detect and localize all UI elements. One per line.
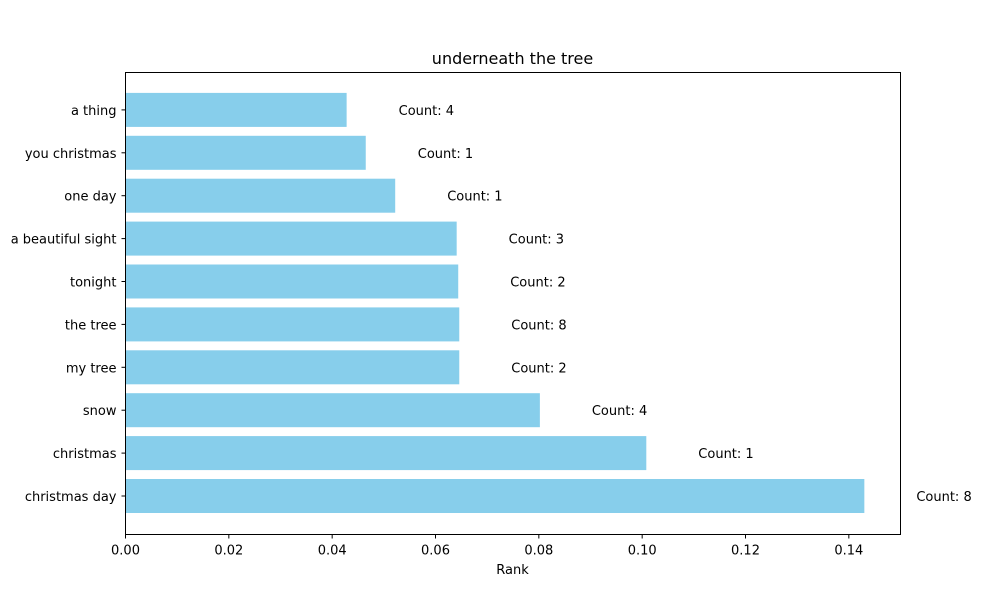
bar xyxy=(125,307,460,342)
bar-annotation: Count: 1 xyxy=(447,190,502,205)
x-axis-label: Rank xyxy=(496,563,529,578)
plot-frame xyxy=(125,72,901,535)
bar xyxy=(125,350,460,385)
x-tick-label: 0.10 xyxy=(628,544,657,559)
bar-annotation: Count: 8 xyxy=(511,318,566,333)
bar xyxy=(125,479,865,513)
x-tick-label: 0.04 xyxy=(318,544,347,559)
y-tick-label: a beautiful sight xyxy=(11,233,117,248)
x-tick-label: 0.02 xyxy=(214,544,243,559)
y-tick-label: one day xyxy=(64,190,117,205)
x-tick-label: 0.12 xyxy=(731,544,760,559)
annotations-group: Count: 8 Count: 1 Count: 4 Count: 2 Count: 8… xyxy=(399,104,972,505)
x-tick-label: 0.06 xyxy=(421,544,450,559)
y-tick-label: my tree xyxy=(66,361,117,376)
bars-group xyxy=(125,92,865,513)
bar xyxy=(125,221,457,256)
bar-annotation: Count: 2 xyxy=(510,276,565,291)
bar xyxy=(125,264,459,299)
chart-title: underneath the tree xyxy=(432,49,593,68)
bar-annotation: Count: 1 xyxy=(418,147,473,162)
y-tick-label: christmas day xyxy=(25,490,117,505)
bar-annotation: Count: 1 xyxy=(698,447,753,462)
bar xyxy=(125,393,540,428)
y-tick-label: christmas xyxy=(53,447,117,462)
y-tick-label: a thing xyxy=(71,104,117,119)
bar-annotation: Count: 4 xyxy=(399,104,454,119)
y-axis: christmas day christmas snow my tree the tre… xyxy=(11,104,126,505)
bar xyxy=(125,92,347,127)
bar xyxy=(125,436,647,471)
bar-annotation: Count: 3 xyxy=(509,233,564,248)
bar-annotation: Count: 4 xyxy=(592,404,647,419)
bar-annotation: Count: 8 xyxy=(916,490,971,505)
y-tick-label: the tree xyxy=(65,318,117,333)
y-tick-label: tonight xyxy=(70,276,117,291)
bar xyxy=(125,135,366,170)
bar xyxy=(125,178,396,213)
x-tick-label: 0.08 xyxy=(524,544,553,559)
y-tick-label: snow xyxy=(83,404,117,419)
bar-annotation: Count: 2 xyxy=(511,361,566,376)
x-tick-label: 0.00 xyxy=(111,544,140,559)
y-tick-label: you christmas xyxy=(25,147,117,162)
x-tick-label: 0.14 xyxy=(834,544,863,559)
x-axis: 0.00 0.02 0.04 0.06 0.08 0.10 0.12 0.14 xyxy=(111,534,863,559)
